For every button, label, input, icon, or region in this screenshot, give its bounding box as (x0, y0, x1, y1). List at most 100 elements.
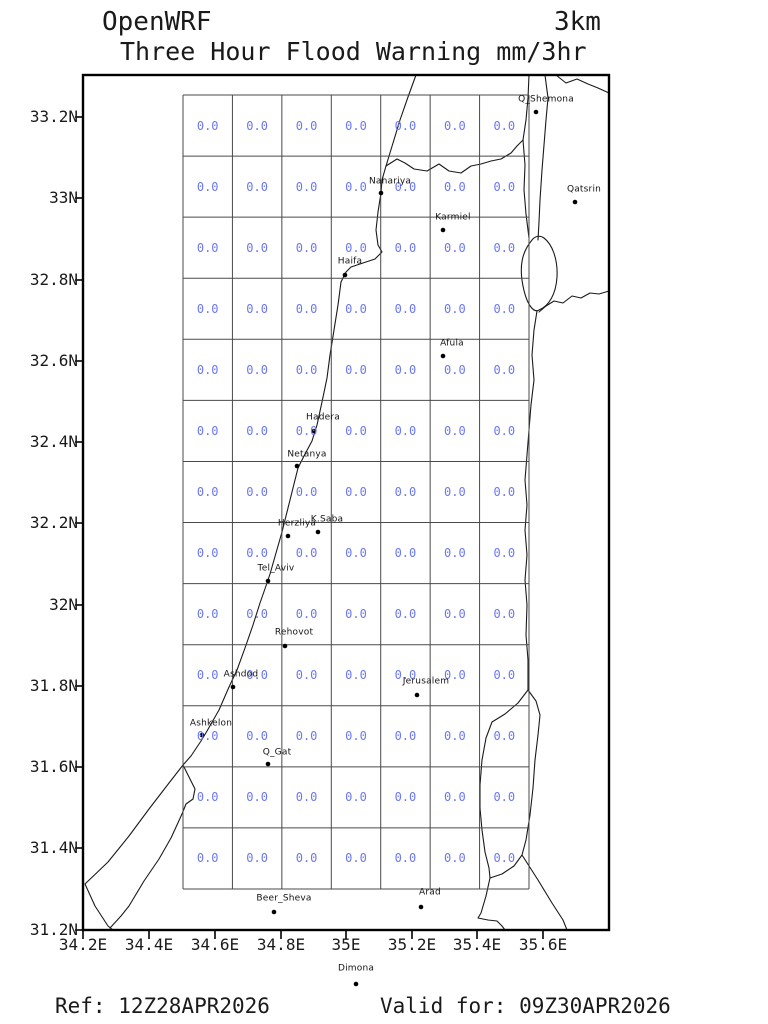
grid-cell-value: 0.0 (295, 485, 318, 499)
grid-cell-value: 0.0 (345, 851, 367, 866)
city-label-rehovot: Rehovot (274, 627, 314, 638)
y-axis-label: 31.6N (29, 757, 78, 776)
y-axis-label: 32.8N (29, 270, 78, 289)
grid-cell-value: 0.0 (196, 729, 219, 744)
grid-cell-value: 0.0 (345, 301, 367, 316)
grid-cell-value: 0.0 (295, 607, 318, 622)
grid-cell-value: 0.0 (394, 240, 417, 255)
city-label-qatsrin: Qatsrin (566, 184, 602, 195)
city-dot-afula (440, 353, 446, 359)
city-label-tel_aviv: Tel_Aviv (257, 563, 295, 574)
city-dot-ashdod (230, 684, 236, 690)
grid-cell-value: 0.0 (394, 851, 417, 866)
city-label-q_gat: Q_Gat (262, 747, 292, 758)
grid-cell-value: 0.0 (196, 423, 219, 438)
grid-cell-value: 0.0 (394, 362, 417, 377)
city-dot-herzliya (285, 533, 291, 539)
y-axis-label: 32.6N (29, 351, 78, 370)
grid-cell-value: 0.0 (246, 301, 268, 316)
x-axis-label: 34.6E (190, 935, 240, 954)
grid-cell-value: 0.0 (246, 790, 268, 805)
resolution-label: 3km (554, 7, 601, 37)
city-dot-hadera (311, 428, 317, 434)
plot-subtitle: Three Hour Flood Warning mm/3hr (120, 37, 587, 66)
grid-cell-value: 0.0 (246, 179, 268, 194)
grid-cell-value: 0.0 (444, 301, 466, 316)
gaza-border-path (109, 764, 196, 929)
dead-sea-west-shore-path (479, 689, 529, 879)
grid-cell-value: 0.0 (444, 485, 466, 499)
city-dot-ashkelon (199, 732, 205, 738)
city-label-haifa: Haifa (337, 256, 363, 267)
southeast-border-path (521, 854, 568, 931)
grid-cell-value: 0.0 (196, 790, 219, 805)
grid-cell-value: 0.0 (444, 362, 466, 377)
city-dot-nahariya (378, 190, 384, 196)
northeast-border-path (555, 74, 610, 94)
x-axis-label: 35.6E (518, 935, 568, 954)
grid-cell-value: 0.0 (295, 790, 318, 805)
city-label-karmiel: Karmiel (435, 212, 471, 223)
grid-cell-value: 0.0 (394, 179, 417, 194)
hula-valley-east-border-path (537, 74, 549, 241)
grid-cell-value: 0.0 (246, 240, 268, 255)
city-label-netanya: Netanya (287, 449, 327, 460)
model-grid-lines (182, 94, 530, 890)
grid-cell-value: 0.0 (196, 607, 219, 622)
grid-cell-value: 0.0 (345, 362, 367, 377)
y-axis-label: 31.8N (29, 676, 78, 695)
city-dot-k.saba (315, 529, 321, 535)
grid-cell-value: 0.0 (295, 546, 318, 561)
city-dot-qatsrin (572, 199, 578, 205)
dead-sea-east-shore-path (489, 689, 541, 879)
grid-cell-value: 0.0 (196, 485, 219, 499)
city-label-ashdod: Ashdod (223, 669, 259, 680)
grid-cell-value: 0.0 (246, 851, 268, 866)
grid-cell-value: 0.0 (246, 729, 268, 744)
city-label-beer_sheva: Beer_Sheva (256, 893, 312, 904)
city-dot-beer_sheva (271, 909, 277, 915)
grid-cell-value: 0.0 (444, 118, 466, 133)
valid-time-label: Valid for: 09Z30APR2026 (380, 994, 671, 1018)
grid-cell-value: 0.0 (493, 240, 516, 255)
grid-cell-value: 0.0 (493, 179, 516, 194)
grid-cell-value: 0.0 (295, 240, 318, 255)
grid-cell-value: 0.0 (295, 729, 318, 744)
grid-cell-value: 0.0 (345, 790, 367, 805)
grid-cell-value: 0.0 (345, 118, 367, 133)
yarmouk-border-path (538, 290, 610, 313)
grid-cell-value: 0.0 (394, 668, 417, 683)
grid-cell-value: 0.0 (345, 179, 367, 194)
city-label-ashkelon: Ashkelon (189, 718, 233, 729)
jordan-river-path (524, 310, 538, 691)
grid-cell-value: 0.0 (444, 423, 466, 438)
x-axis-label: 35.4E (452, 935, 502, 954)
grid-cell-value: 0.0 (444, 546, 466, 561)
grid-cell-value: 0.0 (493, 362, 516, 377)
grid-cell-value: 0.0 (493, 729, 516, 744)
city-dot-arad (418, 904, 424, 910)
grid-cell-value: 0.0 (246, 607, 268, 622)
grid-cell-value: 0.0 (444, 729, 466, 744)
city-label-arad: Arad (419, 887, 441, 898)
grid-cell-value: 0.0 (394, 118, 417, 133)
city-dot-dimona (353, 981, 359, 987)
lebanon-border-path (385, 139, 530, 239)
grid-cell-value: 0.0 (444, 851, 466, 866)
city-label-hadera: Hadera (306, 412, 340, 423)
grid-cell-value: 0.0 (444, 668, 466, 683)
grid-cell-value: 0.0 (196, 362, 219, 377)
grid-cell-value: 0.0 (196, 301, 219, 316)
grid-cell-value: 0.0 (394, 790, 417, 805)
city-dot-tel_aviv (265, 578, 271, 584)
city-dot-rehovot (282, 643, 288, 649)
grid-cell-value: 0.0 (444, 240, 466, 255)
city-label-q_shemona: Q_Shemona (518, 94, 574, 105)
city-dot-jerusalem (414, 692, 420, 698)
city-dot-layer (199, 109, 578, 987)
grid-cell-value: 0.0 (196, 546, 219, 561)
grid-cell-value: 0.0 (196, 851, 219, 866)
grid-cell-value: 0.0 (493, 423, 516, 438)
city-dot-netanya (294, 463, 300, 469)
